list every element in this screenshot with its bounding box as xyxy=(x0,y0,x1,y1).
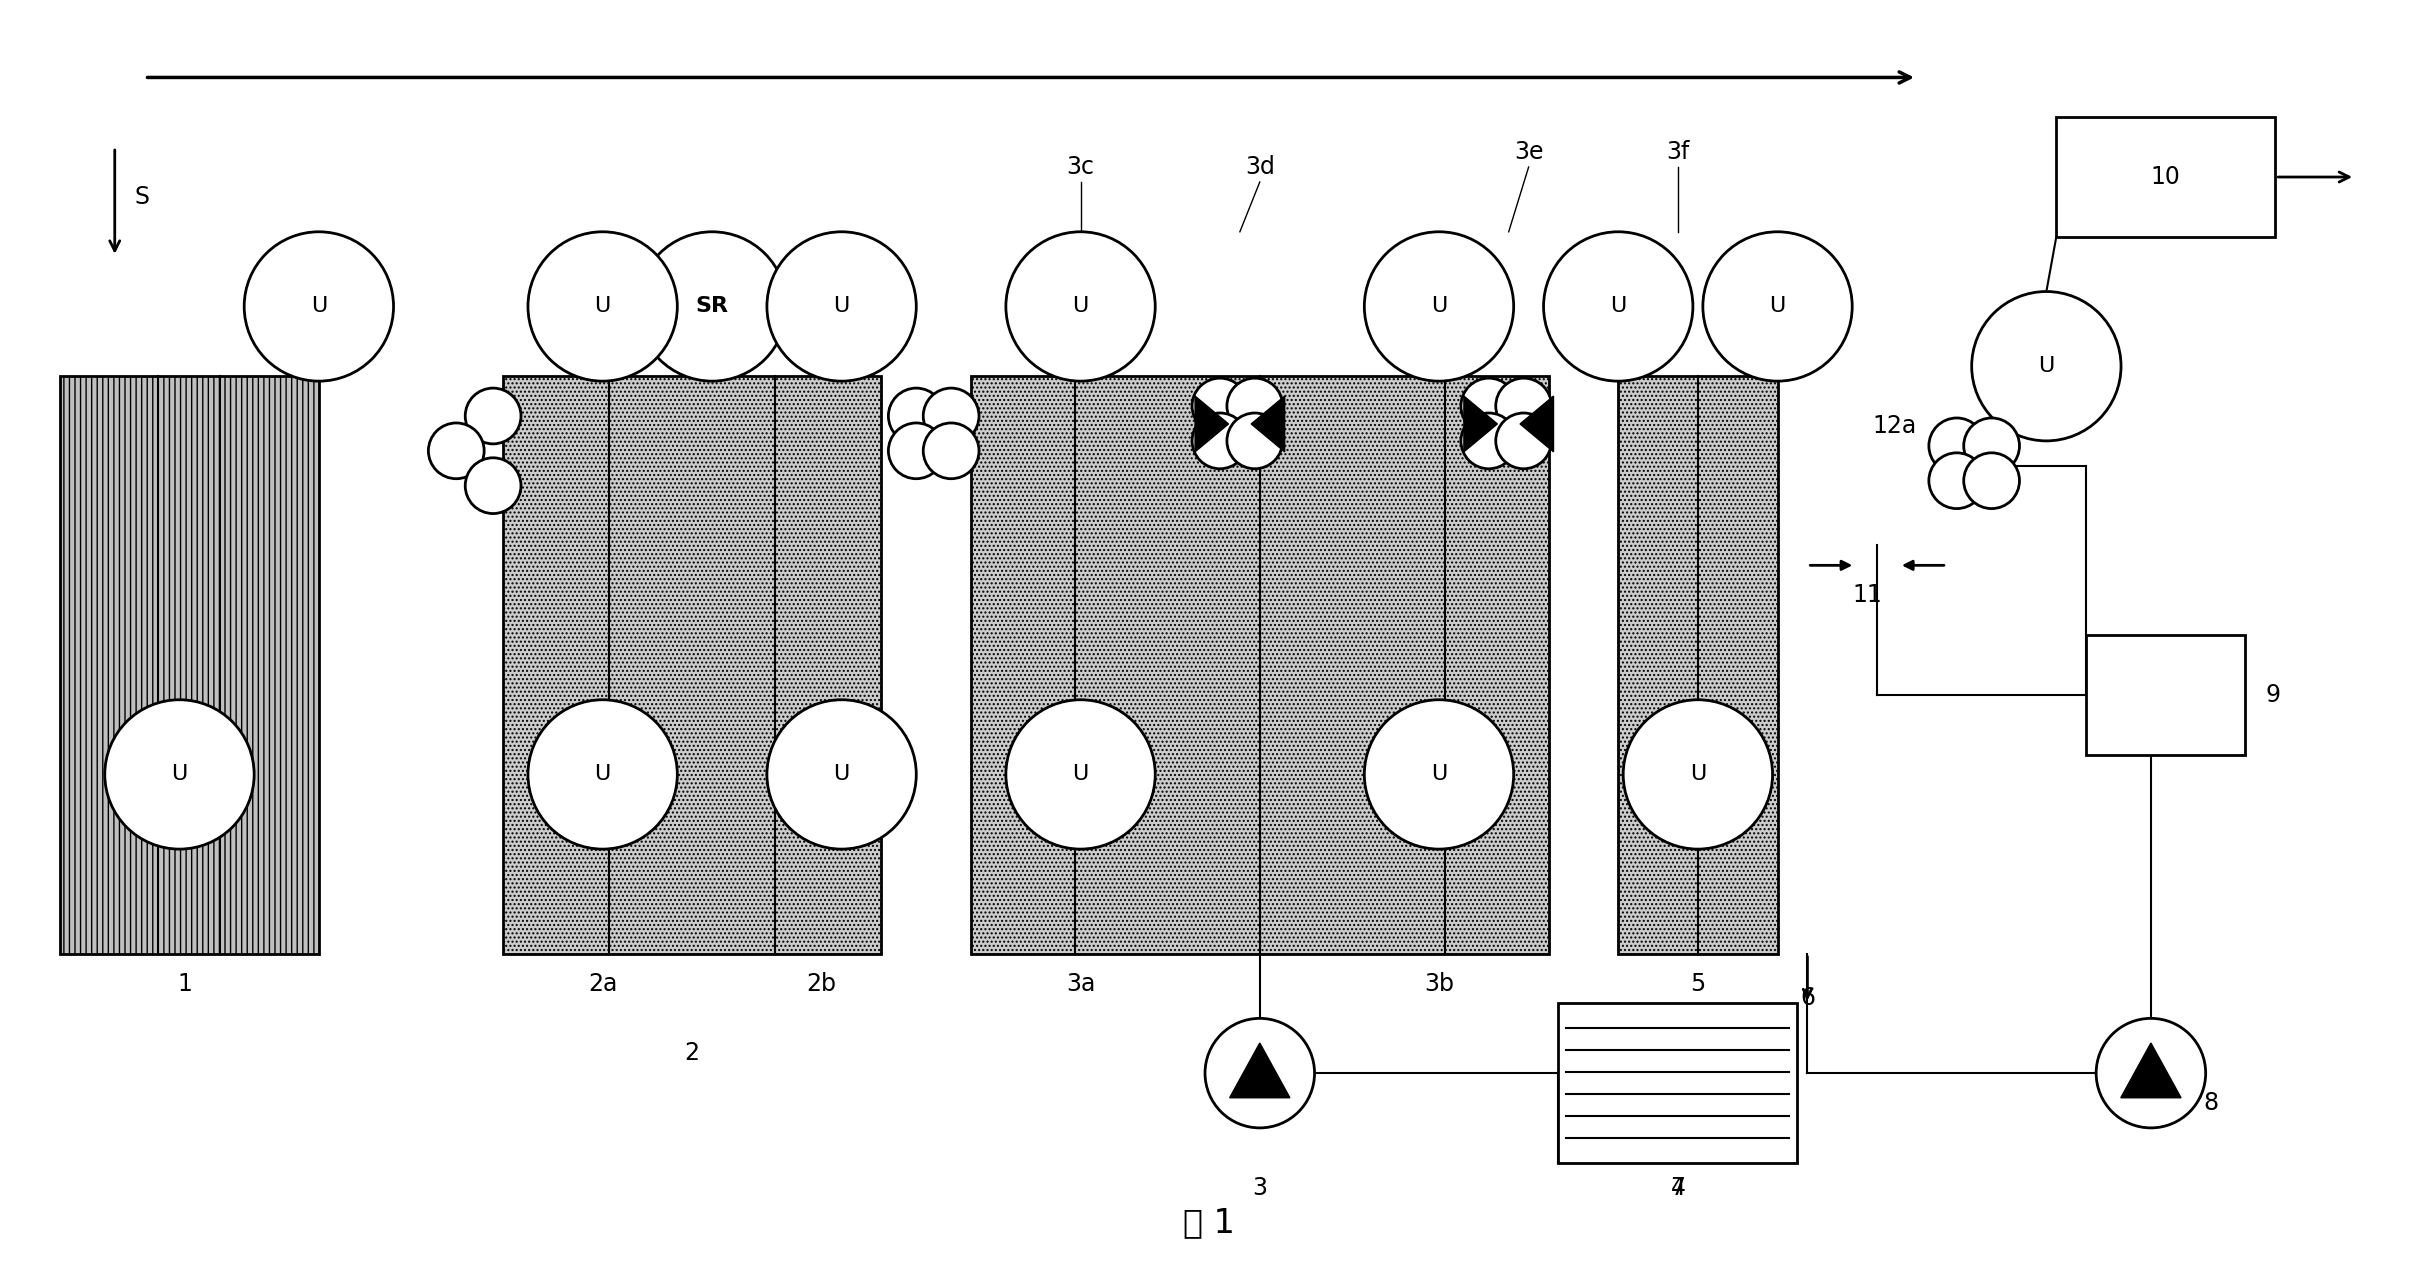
Bar xyxy=(1560,1004,1797,1163)
Circle shape xyxy=(767,700,916,849)
Circle shape xyxy=(1364,231,1514,382)
Circle shape xyxy=(1460,378,1516,434)
Circle shape xyxy=(1971,292,2121,441)
Text: 3d: 3d xyxy=(1245,155,1274,179)
Circle shape xyxy=(1006,231,1156,382)
Circle shape xyxy=(1226,378,1282,434)
Bar xyxy=(2087,635,2246,754)
Text: 3f: 3f xyxy=(1666,140,1690,164)
Circle shape xyxy=(1622,700,1772,849)
Text: 10: 10 xyxy=(2152,164,2181,189)
Circle shape xyxy=(1364,700,1514,849)
Text: 4: 4 xyxy=(1671,1176,1685,1200)
Text: U: U xyxy=(595,297,612,316)
Text: 图 1: 图 1 xyxy=(1182,1207,1236,1239)
Text: U: U xyxy=(1431,297,1446,316)
Circle shape xyxy=(1006,700,1156,849)
Circle shape xyxy=(527,231,677,382)
Circle shape xyxy=(1963,452,2019,509)
Polygon shape xyxy=(1231,1043,1289,1097)
Text: 1: 1 xyxy=(177,971,191,996)
Text: 3c: 3c xyxy=(1066,155,1095,179)
Polygon shape xyxy=(1521,396,1552,452)
Text: U: U xyxy=(834,765,849,784)
Polygon shape xyxy=(2121,1043,2181,1097)
Text: S: S xyxy=(135,185,150,209)
Circle shape xyxy=(428,423,484,479)
Circle shape xyxy=(1204,1019,1315,1128)
Text: 3b: 3b xyxy=(1424,971,1453,996)
Circle shape xyxy=(1192,378,1248,434)
Text: SR: SR xyxy=(696,297,728,316)
Bar xyxy=(1618,377,1777,953)
Bar xyxy=(503,377,883,953)
Circle shape xyxy=(1543,231,1693,382)
Text: 9: 9 xyxy=(2266,682,2280,707)
Circle shape xyxy=(527,700,677,849)
Bar xyxy=(972,377,1548,953)
Circle shape xyxy=(1930,452,1985,509)
Circle shape xyxy=(1930,418,1985,474)
Text: 3a: 3a xyxy=(1066,971,1095,996)
Circle shape xyxy=(887,423,943,479)
Text: 12a: 12a xyxy=(1872,414,1917,438)
Text: U: U xyxy=(834,297,849,316)
Circle shape xyxy=(887,388,943,443)
Circle shape xyxy=(244,231,394,382)
Polygon shape xyxy=(1250,396,1284,452)
Text: 8: 8 xyxy=(2203,1091,2217,1115)
Polygon shape xyxy=(1194,396,1228,452)
Circle shape xyxy=(1963,418,2019,474)
Circle shape xyxy=(767,231,916,382)
Text: 11: 11 xyxy=(1852,583,1881,608)
Circle shape xyxy=(1192,412,1248,469)
Circle shape xyxy=(464,388,520,443)
Text: U: U xyxy=(172,765,189,784)
Bar xyxy=(60,377,319,953)
Circle shape xyxy=(1226,412,1282,469)
Text: 2a: 2a xyxy=(588,971,617,996)
Text: 5: 5 xyxy=(1690,971,1705,996)
Circle shape xyxy=(1497,412,1552,469)
Text: 12 b: 12 b xyxy=(1997,414,2048,438)
Text: U: U xyxy=(1770,297,1784,316)
Circle shape xyxy=(1460,412,1516,469)
Text: U: U xyxy=(1690,765,1707,784)
Bar xyxy=(2055,117,2275,236)
Circle shape xyxy=(638,231,786,382)
Circle shape xyxy=(464,457,520,514)
Text: U: U xyxy=(1074,297,1088,316)
Polygon shape xyxy=(1463,396,1497,452)
Circle shape xyxy=(2096,1019,2205,1128)
Text: U: U xyxy=(595,765,612,784)
Text: 7: 7 xyxy=(1671,1176,1685,1200)
Text: U: U xyxy=(1431,765,1446,784)
Circle shape xyxy=(1497,378,1552,434)
Text: U: U xyxy=(1610,297,1627,316)
Circle shape xyxy=(1702,231,1852,382)
Circle shape xyxy=(924,423,979,479)
Text: 2b: 2b xyxy=(808,971,837,996)
Text: 6: 6 xyxy=(1799,987,1816,1010)
Circle shape xyxy=(924,388,979,443)
Text: 3e: 3e xyxy=(1514,140,1543,164)
Circle shape xyxy=(104,700,254,849)
Text: S: S xyxy=(1789,265,1804,289)
Text: U: U xyxy=(2038,356,2055,377)
Text: U: U xyxy=(1074,765,1088,784)
Text: 2: 2 xyxy=(684,1041,699,1065)
Text: 3: 3 xyxy=(1253,1176,1267,1200)
Text: U: U xyxy=(312,297,326,316)
